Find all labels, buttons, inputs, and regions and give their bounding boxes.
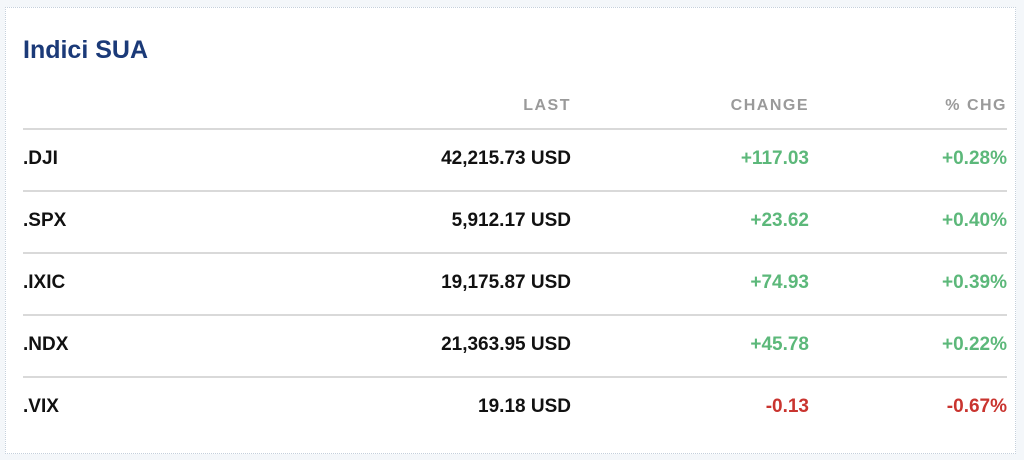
table-row[interactable]: .SPX 5,912.17 USD +23.62 +0.40% (23, 192, 1007, 254)
pct-change-value: -0.67% (946, 396, 1007, 417)
symbol-link[interactable]: .VIX (23, 396, 59, 417)
symbol-link[interactable]: .NDX (23, 334, 69, 355)
table-row[interactable]: .VIX 19.18 USD -0.13 -0.67% (23, 378, 1007, 438)
change-value: +23.62 (750, 210, 809, 231)
last-value: 19.18 USD (478, 396, 571, 417)
indices-table: LAST CHANGE % CHG .DJI 42,215.73 USD +11… (23, 88, 1007, 438)
last-value: 5,912.17 USD (451, 210, 571, 231)
last-value: 42,215.73 USD (441, 148, 571, 169)
change-value: +74.93 (750, 272, 809, 293)
change-value: -0.13 (765, 396, 809, 417)
header-pct-change: % CHG (945, 97, 1007, 114)
last-value: 21,363.95 USD (441, 334, 571, 355)
symbol-link[interactable]: .SPX (23, 210, 67, 231)
table-header: LAST CHANGE % CHG (23, 88, 1007, 130)
pct-change-value: +0.28% (942, 148, 1007, 169)
table-row[interactable]: .IXIC 19,175.87 USD +74.93 +0.39% (23, 254, 1007, 316)
pct-change-value: +0.40% (942, 210, 1007, 231)
symbol-link[interactable]: .DJI (23, 148, 58, 169)
change-value: +117.03 (740, 148, 809, 169)
last-value: 19,175.87 USD (441, 272, 571, 293)
change-value: +45.78 (750, 334, 809, 355)
indices-card: Indici SUA LAST CHANGE % CHG .DJI 42,215… (5, 7, 1016, 454)
header-change: CHANGE (730, 97, 809, 114)
table-row[interactable]: .DJI 42,215.73 USD +117.03 +0.28% (23, 130, 1007, 192)
table-row[interactable]: .NDX 21,363.95 USD +45.78 +0.22% (23, 316, 1007, 378)
pct-change-value: +0.39% (942, 272, 1007, 293)
symbol-link[interactable]: .IXIC (23, 272, 66, 293)
pct-change-value: +0.22% (942, 334, 1007, 355)
card-title: Indici SUA (23, 36, 149, 64)
header-last: LAST (523, 97, 571, 114)
